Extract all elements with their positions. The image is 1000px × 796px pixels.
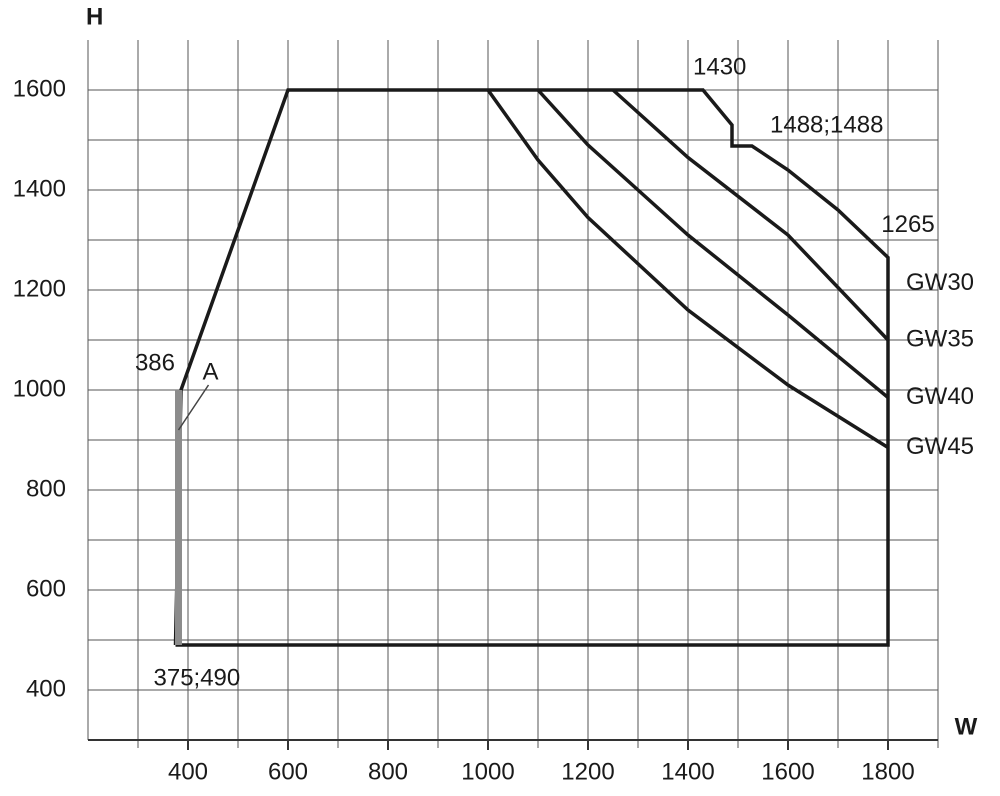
- series-label: GW40: [906, 383, 974, 410]
- y-tick-label: 1600: [13, 75, 66, 102]
- annotation: 1488;1488: [770, 111, 883, 138]
- annotation: 1430: [693, 53, 746, 80]
- series-line: [536, 88, 890, 399]
- annotation: 375;490: [154, 664, 241, 691]
- annotation: 1265: [881, 211, 934, 238]
- series-label: A: [202, 358, 218, 385]
- x-tick-label: 1200: [561, 758, 614, 785]
- x-axis-label: W: [955, 713, 978, 740]
- x-tick-label: 600: [268, 758, 308, 785]
- y-tick-label: 1000: [13, 375, 66, 402]
- x-tick-label: 1400: [661, 758, 714, 785]
- series-line: [486, 88, 889, 449]
- x-tick-label: 1800: [861, 758, 914, 785]
- leader-line: [177, 384, 210, 431]
- x-tick-label: 800: [368, 758, 408, 785]
- y-axis-label: H: [86, 3, 103, 30]
- y-tick-label: 800: [26, 475, 66, 502]
- series-label: GW30: [906, 269, 974, 296]
- y-tick-label: 600: [26, 575, 66, 602]
- x-tick-label: 400: [168, 758, 208, 785]
- series-label: GW45: [906, 433, 974, 460]
- series-line: [173, 88, 890, 647]
- series-line: [611, 88, 890, 342]
- x-tick-label: 1600: [761, 758, 814, 785]
- annotation: 386: [135, 349, 175, 376]
- y-tick-label: 1200: [13, 275, 66, 302]
- series-label: GW35: [906, 325, 974, 352]
- y-tick-label: 400: [26, 675, 66, 702]
- x-tick-label: 1000: [461, 758, 514, 785]
- y-tick-label: 1400: [13, 175, 66, 202]
